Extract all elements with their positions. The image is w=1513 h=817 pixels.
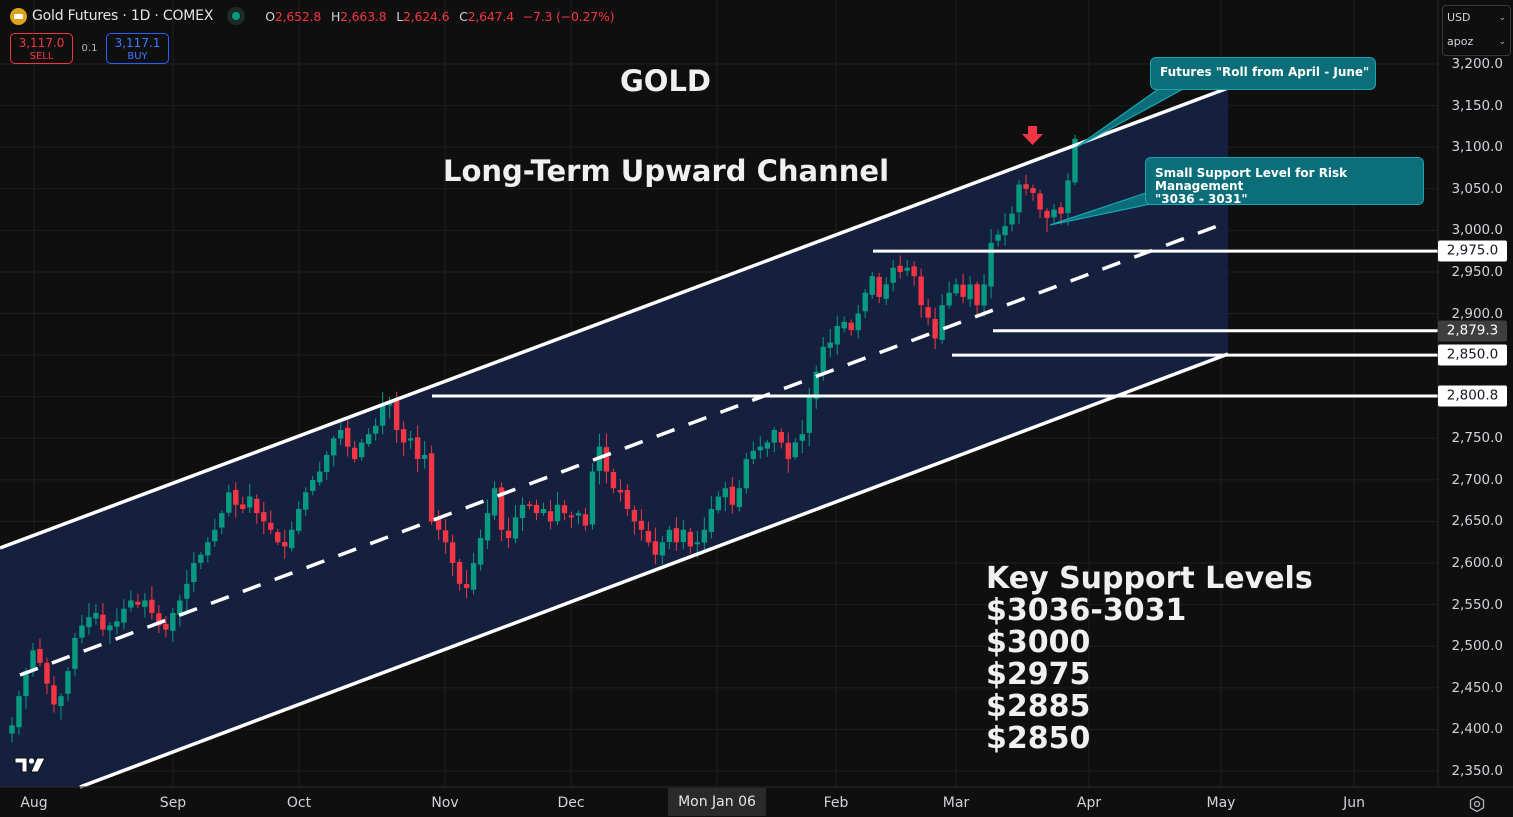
price-axis-label: 3,050.0 <box>1451 180 1503 197</box>
chart-subtitle-text[interactable]: Long-Term Upward Channel <box>443 154 890 188</box>
unit-value: apoz <box>1447 35 1474 48</box>
symbol-header: Gold Futures · 1D · COMEX O2,652.8 H2,66… <box>10 7 615 25</box>
open-label: O <box>265 8 275 24</box>
settings-gear-icon[interactable] <box>1468 795 1486 813</box>
price-level-tag: 2,879.3 <box>1438 320 1507 342</box>
time-axis-label: May <box>1206 795 1236 811</box>
price-axis-label: 2,450.0 <box>1451 679 1503 696</box>
price-axis-label: 2,500.0 <box>1451 638 1503 655</box>
currency-unit-selector: USD ⌄ apoz ⌄ <box>1442 5 1511 56</box>
price-axis-label: 2,700.0 <box>1451 471 1503 488</box>
high-value: 2,663.8 <box>340 8 387 24</box>
down-arrow-icon <box>1022 126 1043 145</box>
channel-lower-line[interactable] <box>79 352 1229 789</box>
time-axis-label: Aug <box>20 795 48 811</box>
roll-callout-text: Futures "Roll from April - June" <box>1160 65 1370 79</box>
support-callout-line2: "3036 - 3031" <box>1155 192 1248 206</box>
price-axis-label: 2,650.0 <box>1451 513 1503 530</box>
time-axis-label: Mon Jan 06 <box>668 788 766 816</box>
price-axis-label: 3,200.0 <box>1451 56 1503 72</box>
time-axis-label: Dec <box>557 795 585 811</box>
candlestick-series <box>9 134 1078 743</box>
low-value: 2,624.6 <box>403 8 450 24</box>
symbol-title[interactable]: Gold Futures · 1D · COMEX <box>32 8 214 24</box>
price-level-tag: 2,850.0 <box>1438 344 1507 366</box>
close-value: 2,647.4 <box>467 8 515 24</box>
sell-label: SELL <box>29 51 54 62</box>
change-value: −7.3 (−0.27%) <box>522 8 615 24</box>
time-axis-label: Oct <box>286 795 312 811</box>
key-level-item: $3036-3031 <box>986 593 1187 628</box>
time-axis-label: Mar <box>942 795 970 811</box>
time-axis-label: Nov <box>431 795 459 811</box>
key-support-levels-text[interactable]: Key Support Levels $3036-3031 $3000 $297… <box>986 563 1313 755</box>
trade-panel: 3,117.0 SELL 0.1 3,117.1 BUY <box>10 33 169 64</box>
chevron-down-icon: ⌄ <box>1498 13 1506 23</box>
close-label: C <box>459 8 468 24</box>
support-callout-line1: Small Support Level for Risk Management <box>1155 166 1348 193</box>
channel-fill <box>0 88 1228 787</box>
price-axis-label: 2,900.0 <box>1451 305 1503 322</box>
price-axis-label: 2,950.0 <box>1451 263 1503 280</box>
price-axis-label: 3,000.0 <box>1451 222 1503 239</box>
time-axis-label: Feb <box>823 795 849 811</box>
chart-title-text[interactable]: GOLD <box>620 64 712 98</box>
buy-price: 3,117.1 <box>114 36 161 50</box>
buy-label: BUY <box>127 51 148 62</box>
price-level-tag: 2,800.8 <box>1438 385 1507 407</box>
channel-middle-dashed-line[interactable] <box>19 220 1229 677</box>
price-axis-label: 2,750.0 <box>1451 430 1503 447</box>
unit-dropdown[interactable]: apoz ⌄ <box>1443 30 1510 54</box>
time-axis-label: Sep <box>159 795 187 811</box>
chevron-down-icon: ⌄ <box>1498 37 1506 47</box>
currency-dropdown[interactable]: USD ⌄ <box>1443 6 1510 30</box>
channel-upper-line[interactable] <box>0 86 1229 550</box>
key-level-item: $3000 <box>986 625 1091 660</box>
price-level-tag: 2,975.0 <box>1438 240 1507 262</box>
price-axis-label: 2,600.0 <box>1451 555 1503 572</box>
currency-value: USD <box>1447 11 1471 24</box>
high-label: H <box>330 8 341 24</box>
key-levels-title: Key Support Levels <box>986 561 1313 596</box>
spread-value: 0.1 <box>81 43 98 54</box>
ohlc-values: O2,652.8 H2,663.8 L2,624.6 C2,647.4 −7.3… <box>259 9 614 24</box>
low-label: L <box>396 8 404 24</box>
sell-price: 3,117.0 <box>18 36 65 50</box>
key-level-item: $2975 <box>986 657 1091 692</box>
time-axis-label: Apr <box>1076 795 1102 811</box>
price-axis-label: 3,150.0 <box>1451 97 1503 114</box>
open-value: 2,652.8 <box>274 8 322 24</box>
roll-callout[interactable]: Futures "Roll from April - June" <box>1150 57 1376 90</box>
price-axis-label: 3,100.0 <box>1451 139 1503 156</box>
tradingview-logo-icon[interactable] <box>14 756 46 774</box>
support-callout[interactable]: Small Support Level for Risk Management … <box>1145 157 1424 206</box>
price-axis-label: 2,400.0 <box>1451 721 1503 738</box>
price-axis-label: 2,550.0 <box>1451 596 1503 613</box>
time-axis-label: Jun <box>1343 795 1365 811</box>
key-level-item: $2850 <box>986 721 1091 756</box>
key-level-item: $2885 <box>986 689 1091 724</box>
gold-logo-icon <box>10 7 27 25</box>
price-axis-label: 2,350.0 <box>1451 763 1503 779</box>
market-status-icon[interactable] <box>227 7 246 25</box>
horizontal-levels <box>432 249 1438 398</box>
sell-button[interactable]: 3,117.0 SELL <box>10 33 73 64</box>
buy-button[interactable]: 3,117.1 BUY <box>106 33 169 64</box>
